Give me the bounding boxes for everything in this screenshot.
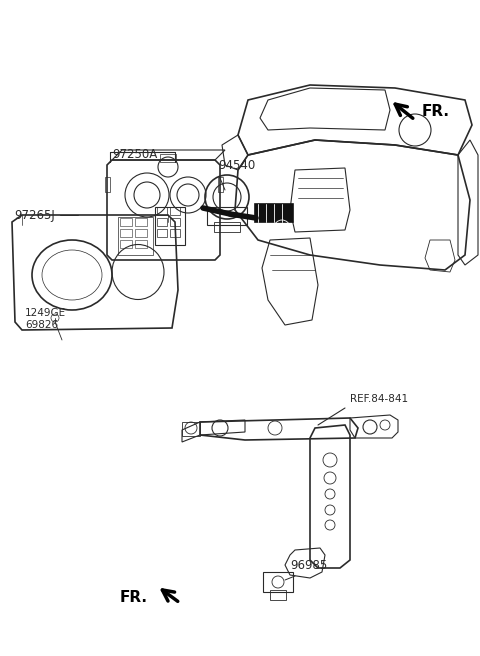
- Bar: [170, 218, 180, 226]
- Bar: [160, 154, 176, 162]
- Bar: [263, 572, 293, 592]
- Text: 69826: 69826: [25, 320, 58, 330]
- Text: 97250A: 97250A: [112, 148, 157, 161]
- Text: 97265J: 97265J: [14, 209, 55, 222]
- Bar: [170, 207, 180, 215]
- Bar: [218, 177, 223, 192]
- Bar: [170, 229, 180, 237]
- Bar: [135, 229, 147, 237]
- Bar: [120, 240, 132, 248]
- Bar: [135, 240, 147, 248]
- Bar: [135, 218, 147, 226]
- Bar: [214, 222, 240, 232]
- Bar: [157, 207, 167, 215]
- Bar: [105, 177, 110, 192]
- Bar: [120, 218, 132, 226]
- Bar: [157, 229, 167, 237]
- Text: 1249GE: 1249GE: [25, 308, 66, 318]
- Bar: [118, 217, 153, 255]
- Text: REF.84-841: REF.84-841: [350, 394, 408, 404]
- Bar: [155, 207, 185, 245]
- Text: FR.: FR.: [422, 104, 450, 119]
- Bar: [255, 204, 293, 222]
- Bar: [207, 207, 247, 225]
- Text: FR.: FR.: [120, 590, 148, 605]
- Bar: [182, 422, 200, 436]
- Bar: [157, 218, 167, 226]
- Text: 96985: 96985: [290, 559, 327, 572]
- Text: 94540: 94540: [218, 159, 255, 172]
- Bar: [270, 590, 286, 600]
- Bar: [120, 229, 132, 237]
